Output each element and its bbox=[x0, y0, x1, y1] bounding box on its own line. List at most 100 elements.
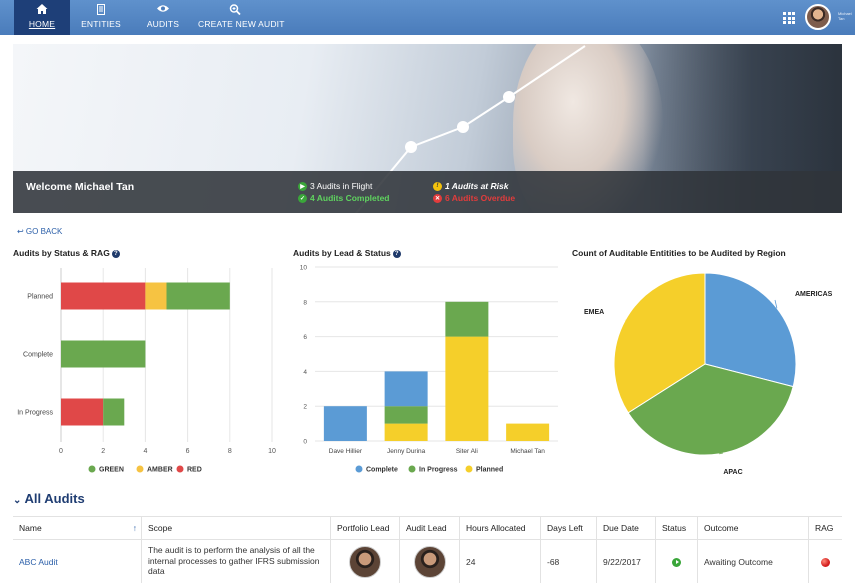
x-tick-label: Jenny Durina bbox=[387, 448, 426, 455]
bar-complete bbox=[384, 371, 428, 407]
bar-in-progress bbox=[445, 301, 489, 337]
col-header-audit-lead[interactable]: Audit Lead bbox=[399, 517, 459, 539]
stat-at-risk[interactable]: ! 1 Audits at Risk bbox=[433, 181, 508, 191]
legend-label: GREEN bbox=[99, 467, 124, 474]
col-header-scope[interactable]: Scope bbox=[141, 517, 330, 539]
legend-marker bbox=[355, 465, 363, 473]
legend-label: Planned bbox=[476, 467, 503, 474]
col-header-due-date[interactable]: Due Date bbox=[596, 517, 655, 539]
stat-completed[interactable]: ✓ 4 Audits Completed bbox=[298, 193, 390, 203]
cell-days-left: -68 bbox=[540, 539, 596, 583]
chart-region-pie: AMERICAS APAC EMEA bbox=[584, 272, 833, 476]
legend-marker bbox=[136, 465, 144, 473]
document-icon bbox=[97, 4, 105, 15]
nav-entities[interactable]: ENTITIES bbox=[78, 0, 124, 35]
col-header-status[interactable]: Status bbox=[655, 517, 697, 539]
y-tick-label: 2 bbox=[303, 404, 307, 411]
home-icon bbox=[36, 4, 48, 14]
pie-slice-americas bbox=[704, 272, 797, 388]
legend-marker bbox=[465, 465, 473, 473]
x-tick-label: Siter Ali bbox=[456, 448, 478, 455]
stat-overdue-label: 6 Audits Overdue bbox=[445, 193, 516, 203]
col-header-days-left[interactable]: Days Left bbox=[540, 517, 596, 539]
warning-icon: ! bbox=[433, 181, 442, 191]
chart-title-lead-status-text: Audits by Lead & Status bbox=[293, 248, 391, 258]
user-name-mini: Michael Tan bbox=[838, 11, 852, 21]
nav-create-label: CREATE NEW AUDIT bbox=[198, 19, 285, 29]
col-header-portfolio-lead[interactable]: Portfolio Lead bbox=[330, 517, 405, 539]
col-header-rag[interactable]: RAG bbox=[808, 517, 842, 539]
y-tick-label: 6 bbox=[303, 334, 307, 341]
legend-marker bbox=[88, 465, 96, 473]
stat-completed-label: 4 Audits Completed bbox=[310, 193, 390, 203]
bar-green bbox=[166, 282, 230, 310]
x-tick-label: 6 bbox=[186, 448, 190, 455]
y-tick-label: 8 bbox=[303, 299, 307, 306]
bar-in-progress bbox=[384, 406, 428, 424]
cell-name[interactable]: ABC Audit bbox=[19, 557, 58, 567]
help-icon[interactable]: ? bbox=[111, 250, 120, 258]
chart-status-rag: 0 2 4 6 8 10 Planned Complete In Progress GREEN AM… bbox=[17, 268, 276, 474]
bar-red bbox=[61, 398, 104, 426]
chart-title-region: Count of Auditable Entitities to be Audi… bbox=[572, 248, 786, 258]
avatar[interactable] bbox=[349, 546, 381, 578]
bar-complete bbox=[323, 406, 367, 441]
col-header-hours[interactable]: Hours Allocated bbox=[459, 517, 541, 539]
chart-title-status-rag: Audits by Status & RAG? bbox=[13, 248, 120, 258]
all-audits-heading-text: All Audits bbox=[24, 491, 85, 506]
play-icon: ▶ bbox=[298, 181, 307, 191]
cell-due-date: 9/22/2017 bbox=[596, 539, 655, 583]
x-tick-label: 8 bbox=[228, 448, 232, 455]
pie-label: EMEA bbox=[584, 309, 604, 316]
nav-audits[interactable]: AUDITS bbox=[143, 0, 183, 35]
stat-in-flight[interactable]: ▶ 3 Audits in Flight bbox=[298, 181, 372, 191]
cell-scope: The audit is to perform the analysis of … bbox=[141, 539, 330, 583]
legend-marker bbox=[408, 465, 416, 473]
y-tick-label: 4 bbox=[303, 369, 307, 376]
nav-home[interactable]: HOME bbox=[14, 0, 70, 35]
y-tick-label: In Progress bbox=[17, 410, 53, 417]
go-back-link[interactable]: ↩ GO BACK bbox=[17, 227, 63, 236]
user-avatar[interactable] bbox=[805, 4, 831, 30]
all-audits-heading[interactable]: ⌄ All Audits bbox=[13, 491, 85, 506]
nav-home-label: HOME bbox=[28, 19, 56, 29]
close-icon: ✕ bbox=[433, 193, 442, 203]
bar-green bbox=[103, 398, 125, 426]
help-icon[interactable]: ? bbox=[392, 250, 401, 258]
pie-leader-line bbox=[774, 299, 778, 309]
magnify-plus-icon bbox=[229, 4, 241, 15]
x-tick-label: Dave Hillier bbox=[329, 448, 363, 455]
bar-planned bbox=[506, 423, 550, 441]
nav-entities-label: ENTITIES bbox=[81, 19, 121, 29]
nav-create-audit[interactable]: CREATE NEW AUDIT bbox=[198, 0, 285, 35]
col-header-name[interactable]: Name ↑ bbox=[13, 517, 141, 539]
cell-outcome: Awaiting Outcome bbox=[697, 539, 808, 583]
hero-banner: Welcome Michael Tan ▶ 3 Audits in Flight… bbox=[13, 44, 842, 213]
stat-at-risk-label: 1 Audits at Risk bbox=[445, 181, 509, 191]
legend-label: RED bbox=[187, 467, 202, 474]
audits-table: Name ↑ Scope Portfolio Lead Audit Lead Ho… bbox=[13, 516, 842, 583]
status-in-progress-icon bbox=[672, 557, 681, 567]
bar-red bbox=[61, 282, 146, 310]
cell-status bbox=[655, 539, 697, 583]
apps-grid-icon[interactable] bbox=[783, 12, 795, 24]
chart-lead-status: 0 2 4 6 8 10 Dave Hillier Jenny Durina Siter Ali… bbox=[300, 265, 558, 474]
avatar[interactable] bbox=[413, 546, 446, 578]
x-tick-label: 2 bbox=[101, 448, 105, 455]
y-tick-label: 0 bbox=[303, 439, 307, 446]
x-tick-label: 4 bbox=[143, 448, 147, 455]
chevron-down-icon: ⌄ bbox=[13, 495, 22, 506]
y-tick-label: Planned bbox=[27, 294, 53, 301]
sort-asc-icon[interactable]: ↑ bbox=[132, 523, 137, 533]
cell-hours: 24 bbox=[459, 539, 540, 583]
cell-audit-lead bbox=[399, 539, 459, 583]
x-tick-label: 10 bbox=[268, 448, 276, 455]
top-nav: HOME ENTITIES AUDITS CREATE NEW AUDIT Mi… bbox=[0, 0, 855, 35]
bar-planned bbox=[384, 423, 428, 441]
nav-audits-label: AUDITS bbox=[146, 19, 180, 29]
col-header-outcome[interactable]: Outcome bbox=[697, 517, 808, 539]
chart-title-lead-status: Audits by Lead & Status? bbox=[293, 248, 401, 258]
eye-icon bbox=[157, 5, 169, 12]
x-tick-label: Michael Tan bbox=[510, 448, 545, 455]
stat-overdue[interactable]: ✕ 6 Audits Overdue bbox=[433, 193, 515, 203]
